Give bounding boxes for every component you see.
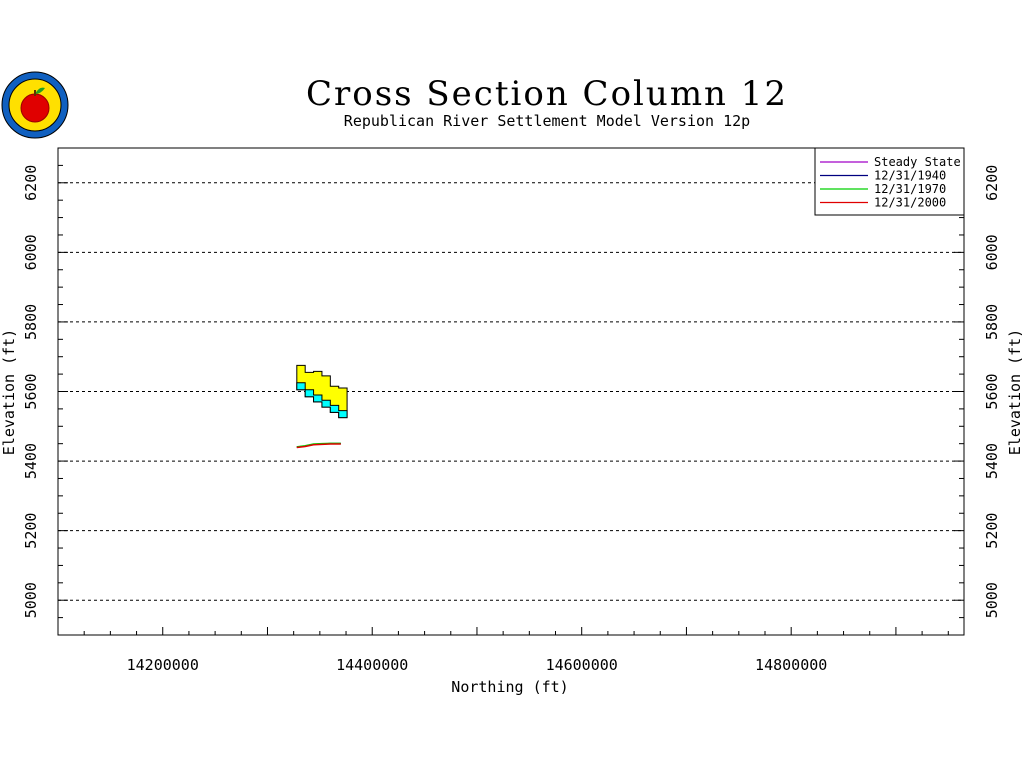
y-tick-label: 6200	[983, 165, 1001, 201]
y-tick-label: 6200	[22, 165, 40, 201]
grid-lines	[58, 182, 964, 601]
y-axis-label-right: Elevation (ft)	[1006, 329, 1024, 455]
x-tick-label: 14600000	[546, 656, 618, 674]
head-lines	[296, 442, 341, 449]
series-line	[296, 443, 341, 449]
aquifer-layers	[296, 364, 348, 419]
chart-title: Cross Section Column 12	[306, 74, 788, 114]
state-seal-logo	[1, 71, 69, 139]
layer-2-fill	[296, 382, 348, 419]
y-tick-label: 5200	[22, 513, 40, 549]
legend-label: 12/31/2000	[874, 196, 946, 210]
y-axis-label-left: Elevation (ft)	[0, 329, 18, 455]
y-tick-label: 5600	[22, 373, 40, 409]
y-tick-label: 5400	[22, 443, 40, 479]
x-tick-label: 14200000	[127, 656, 199, 674]
x-ticks: 14200000 14400000 14600000 14800000	[57, 627, 949, 674]
y-tick-label: 5400	[983, 443, 1001, 479]
x-tick-label: 14400000	[336, 656, 408, 674]
y-tick-label: 5000	[22, 582, 40, 618]
y-tick-label: 5600	[983, 373, 1001, 409]
y-tick-label: 5200	[983, 513, 1001, 549]
legend: Steady State12/31/194012/31/197012/31/20…	[814, 147, 965, 216]
y-ticks: 5000 5000 5200 5200 5400 5400 5600 5600 5800 5800…	[22, 147, 1001, 636]
x-tick-label: 14800000	[755, 656, 827, 674]
legend-label: 12/31/1940	[874, 169, 946, 183]
y-tick-label: 5000	[983, 582, 1001, 618]
y-tick-label: 5800	[983, 304, 1001, 340]
y-tick-label: 6000	[983, 234, 1001, 270]
legend-label: Steady State	[874, 155, 961, 169]
legend-box	[814, 147, 965, 216]
chart-subtitle: Republican River Settlement Model Versio…	[344, 112, 750, 130]
y-tick-label: 5800	[22, 304, 40, 340]
legend-label: 12/31/1970	[874, 182, 946, 196]
y-tick-label: 6000	[22, 234, 40, 270]
x-axis-label: Northing (ft)	[451, 678, 568, 696]
